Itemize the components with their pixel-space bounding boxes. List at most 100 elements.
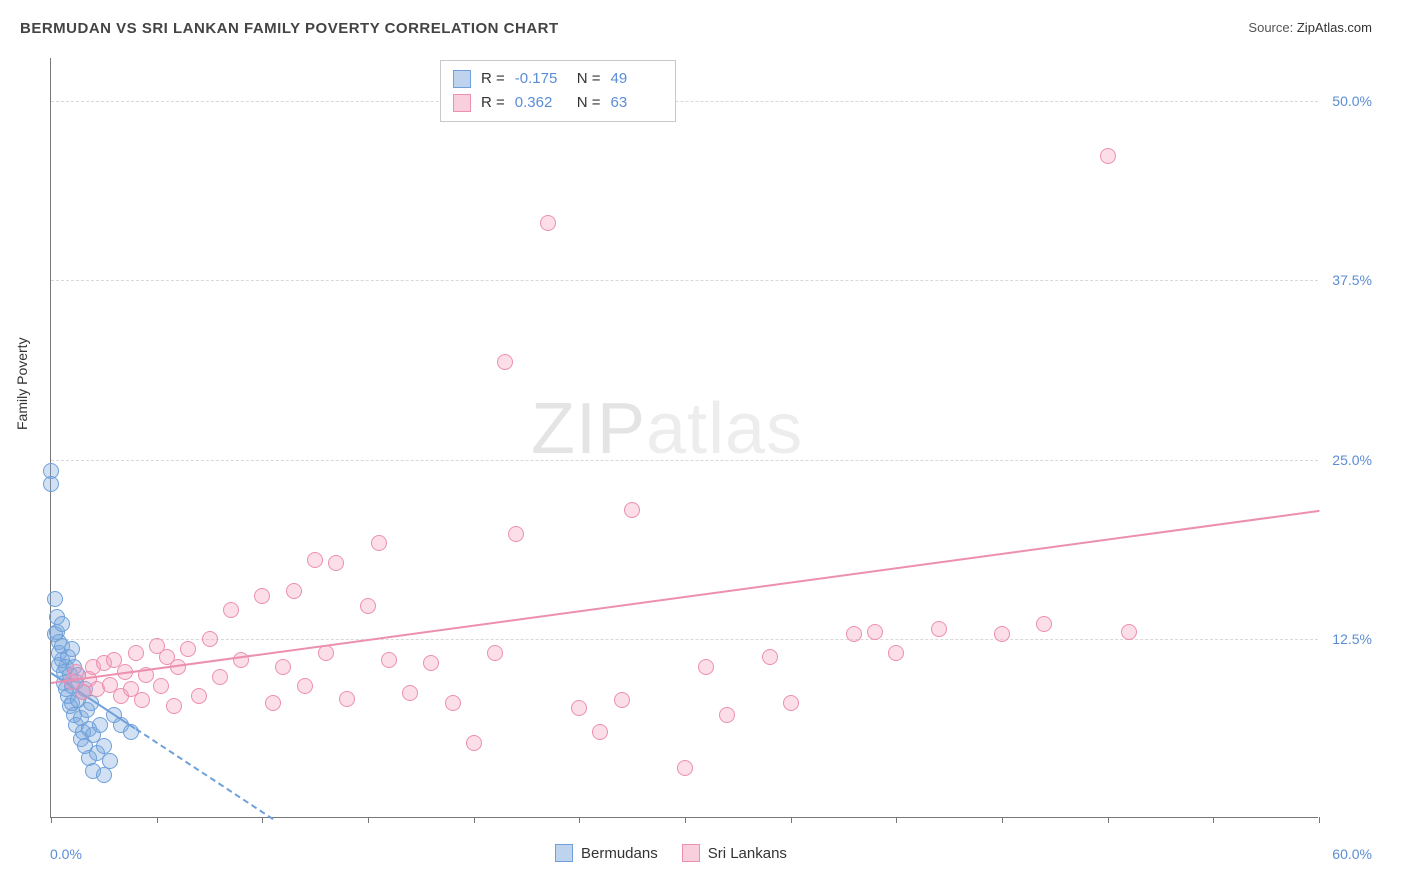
data-point xyxy=(698,659,714,675)
data-point xyxy=(402,685,418,701)
watermark-bold: ZIP xyxy=(531,389,646,469)
stats-row: R = -0.175 N = 49 xyxy=(453,67,663,91)
n-value: 49 xyxy=(611,67,663,91)
x-tick xyxy=(579,817,580,823)
data-point xyxy=(381,652,397,668)
data-point xyxy=(1100,148,1116,164)
data-point xyxy=(888,645,904,661)
data-point xyxy=(43,476,59,492)
r-value: 0.362 xyxy=(515,91,567,115)
data-point xyxy=(134,692,150,708)
data-point xyxy=(254,588,270,604)
r-value: -0.175 xyxy=(515,67,567,91)
data-point xyxy=(166,698,182,714)
r-label: R = xyxy=(481,91,505,115)
data-point xyxy=(275,659,291,675)
x-tick xyxy=(51,817,52,823)
x-tick xyxy=(368,817,369,823)
data-point xyxy=(223,602,239,618)
n-label: N = xyxy=(577,67,601,91)
data-point xyxy=(487,645,503,661)
data-point xyxy=(592,724,608,740)
n-label: N = xyxy=(577,91,601,115)
data-point xyxy=(371,535,387,551)
trend-line xyxy=(51,510,1319,684)
gridline xyxy=(51,460,1318,461)
data-point xyxy=(497,354,513,370)
data-point xyxy=(445,695,461,711)
y-tick-label: 50.0% xyxy=(1332,93,1372,109)
x-tick xyxy=(1319,817,1320,823)
chart-container: BERMUDAN VS SRI LANKAN FAMILY POVERTY CO… xyxy=(0,0,1406,892)
r-label: R = xyxy=(481,67,505,91)
data-point xyxy=(762,649,778,665)
data-point xyxy=(614,692,630,708)
data-point xyxy=(191,688,207,704)
series-swatch xyxy=(453,94,471,112)
legend-swatch xyxy=(555,844,573,862)
data-point xyxy=(96,767,112,783)
data-point xyxy=(54,616,70,632)
data-point xyxy=(153,678,169,694)
stats-row: R = 0.362 N = 63 xyxy=(453,91,663,115)
y-tick-label: 25.0% xyxy=(1332,452,1372,468)
watermark-thin: atlas xyxy=(646,389,803,469)
source-label: Source: xyxy=(1248,20,1293,35)
trend-line xyxy=(135,728,273,820)
data-point xyxy=(719,707,735,723)
data-point xyxy=(202,631,218,647)
data-point xyxy=(783,695,799,711)
data-point xyxy=(540,215,556,231)
x-tick xyxy=(474,817,475,823)
data-point xyxy=(466,735,482,751)
legend-label: Sri Lankans xyxy=(708,845,787,862)
series-swatch xyxy=(453,70,471,88)
gridline xyxy=(51,101,1318,102)
data-point xyxy=(128,645,144,661)
series-legend: Bermudans Sri Lankans xyxy=(555,844,787,862)
data-point xyxy=(92,717,108,733)
data-point xyxy=(677,760,693,776)
x-tick xyxy=(157,817,158,823)
stats-legend-box: R = -0.175 N = 49 R = 0.362 N = 63 xyxy=(440,60,676,122)
x-tick xyxy=(1213,817,1214,823)
data-point xyxy=(571,700,587,716)
x-tick xyxy=(262,817,263,823)
x-axis-max-label: 60.0% xyxy=(1332,846,1372,862)
source-attribution: Source: ZipAtlas.com xyxy=(1248,20,1372,35)
data-point xyxy=(212,669,228,685)
x-tick xyxy=(1108,817,1109,823)
legend-label: Bermudans xyxy=(581,845,658,862)
n-value: 63 xyxy=(611,91,663,115)
data-point xyxy=(328,555,344,571)
data-point xyxy=(846,626,862,642)
data-point xyxy=(1036,616,1052,632)
data-point xyxy=(64,641,80,657)
x-tick xyxy=(685,817,686,823)
legend-swatch xyxy=(682,844,700,862)
legend-item: Bermudans xyxy=(555,844,658,862)
data-point xyxy=(102,753,118,769)
source-value: ZipAtlas.com xyxy=(1297,20,1372,35)
data-point xyxy=(931,621,947,637)
data-point xyxy=(265,695,281,711)
data-point xyxy=(297,678,313,694)
x-tick xyxy=(896,817,897,823)
chart-title: BERMUDAN VS SRI LANKAN FAMILY POVERTY CO… xyxy=(20,20,559,37)
data-point xyxy=(47,591,63,607)
data-point xyxy=(1121,624,1137,640)
data-point xyxy=(508,526,524,542)
data-point xyxy=(994,626,1010,642)
x-axis-min-label: 0.0% xyxy=(50,846,82,862)
y-axis-label: Family Poverty xyxy=(14,337,30,430)
gridline xyxy=(51,280,1318,281)
data-point xyxy=(360,598,376,614)
data-point xyxy=(307,552,323,568)
x-tick xyxy=(1002,817,1003,823)
data-point xyxy=(624,502,640,518)
y-tick-label: 37.5% xyxy=(1332,272,1372,288)
x-tick xyxy=(791,817,792,823)
legend-item: Sri Lankans xyxy=(682,844,787,862)
data-point xyxy=(423,655,439,671)
watermark: ZIPatlas xyxy=(531,388,803,470)
